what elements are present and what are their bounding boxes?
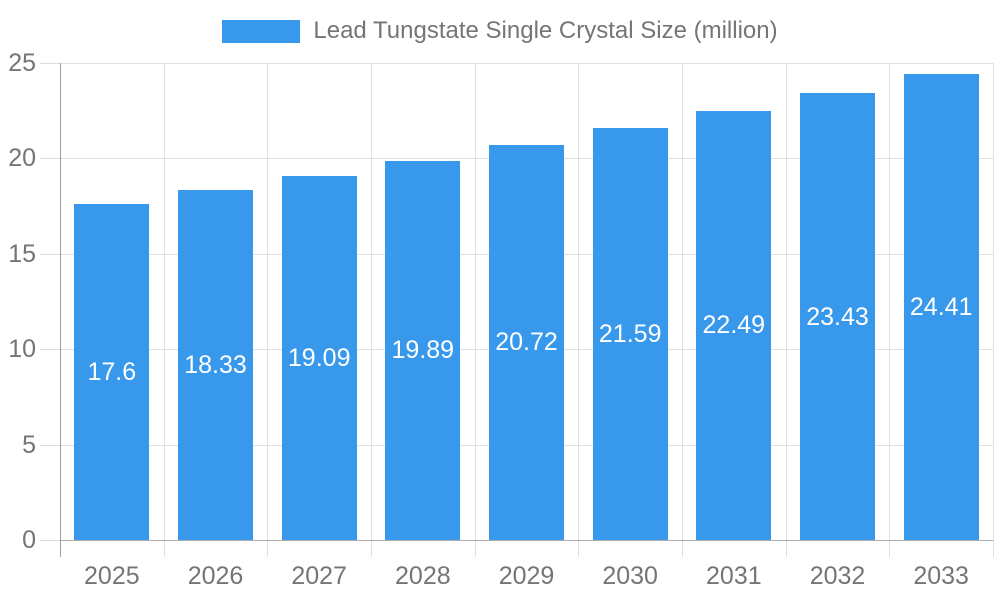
bar [696,110,772,540]
bar-value-label: 19.09 [287,343,351,372]
y-tick-label: 10 [8,335,36,364]
bar [489,144,564,540]
v-gridline [371,63,372,557]
x-tick-label: 2028 [395,562,451,590]
bar [385,160,461,540]
legend: Lead Tungstate Single Crystal Size (mill… [0,17,1000,45]
x-tick-label: 2032 [809,562,866,590]
bar-value-label: 20.72 [495,328,558,357]
v-gridline [267,63,269,557]
bar-value-label: 22.49 [702,311,766,340]
bar-value-label: 24.41 [909,293,973,322]
y-tick [40,444,60,446]
y-tick-label: 15 [8,239,36,268]
v-gridline [578,63,580,557]
y-tick [40,63,60,64]
x-tick-label: 2029 [498,562,555,590]
x-axis-line [60,540,993,541]
bar-value-label: 23.43 [806,302,869,331]
bar [74,204,150,540]
x-tick-label: 2027 [291,562,347,590]
bar [281,175,357,540]
y-tick-label: 20 [8,144,36,173]
x-tick-label: 2033 [913,562,969,590]
bar-value-label: 21.59 [598,320,662,348]
y-tick [40,158,60,160]
bar [800,93,875,540]
bar [592,128,668,540]
y-tick [40,349,60,351]
legend-swatch [222,19,301,43]
h-gridline [60,63,993,64]
v-gridline [163,63,165,557]
legend-label: Lead Tungstate Single Crystal Size (mill… [313,17,778,44]
x-tick-label: 2026 [187,562,244,590]
y-tick [40,540,60,541]
bar [178,190,253,540]
x-tick-label: 2025 [84,562,140,590]
bar-value-label: 19.89 [391,336,455,365]
y-tick-label: 25 [8,49,36,77]
v-gridline [474,63,476,557]
plot-area: 0 5 10 15 20 25 17.6 2025 18.33 2026 19.09 2027 19.8… [8,49,994,590]
x-tick-label: 2031 [706,562,762,590]
bar [903,74,979,540]
bar-value-label: 17.6 [87,358,137,387]
bar-value-label: 18.33 [184,351,247,380]
y-tick-label: 5 [22,430,36,459]
y-tick-label: 0 [22,526,36,554]
y-tick [40,253,60,255]
y-axis-line [60,63,61,557]
x-tick-label: 2030 [602,562,658,590]
